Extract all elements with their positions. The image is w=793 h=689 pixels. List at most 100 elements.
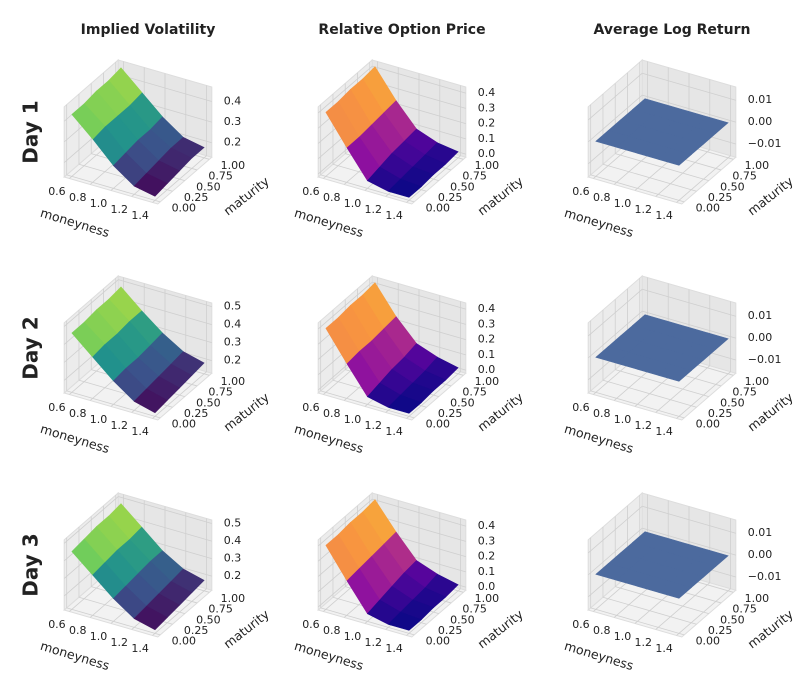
x-tick-label: 1.0 [344, 413, 362, 426]
subplot: 0.6 0.8 1.0 1.2 1.4 0.000.250.500.751.000.0 0.… [293, 274, 526, 456]
y-tick-label: 0.00 [696, 635, 721, 648]
row-label: Day 1 [19, 100, 43, 163]
x-tick-label: 1.4 [655, 425, 673, 438]
z-grid-line [317, 498, 373, 547]
x-tick-label: 0.6 [302, 185, 320, 198]
x-tick-label: 0.8 [69, 407, 87, 420]
z-grid-line [372, 297, 466, 325]
x-tick-label: 1.2 [365, 419, 383, 432]
z-grid-line [642, 527, 736, 556]
y-tick-label: 1.00 [221, 592, 246, 605]
x-tick-label: 1.0 [344, 630, 362, 643]
y-grid-line [320, 174, 415, 203]
y-tick-label: 0.25 [184, 407, 209, 420]
z-tick-label: 0.3 [224, 115, 242, 128]
x-tick-label: 0.6 [48, 185, 66, 198]
y-tick-label: 0.50 [450, 396, 475, 409]
x-tick-label: 1.4 [131, 642, 149, 655]
y-tick-label: 0.75 [208, 386, 233, 399]
y-grid-line [66, 390, 161, 419]
z-grid-line [587, 505, 643, 554]
y-tick-label: 0.50 [196, 180, 221, 193]
y-tick-label: 0.75 [462, 386, 487, 399]
z-grid-line [642, 505, 736, 534]
z-tick-label: 0.2 [224, 136, 242, 149]
subplot: 0.6 0.8 1.0 1.2 1.40.000.250.500.751.00−0.01… [563, 274, 793, 456]
z-tick-label: 0.1 [478, 132, 496, 145]
y-tick-label: 0.00 [426, 635, 451, 648]
x-axis-label: moneyness [39, 205, 112, 240]
z-tick-label: −0.01 [748, 137, 782, 150]
y-tick-label: 0.25 [184, 191, 209, 204]
z-tick-label: 0.4 [224, 534, 242, 547]
y-tick-label: 1.00 [475, 159, 500, 172]
z-grid-line [118, 74, 212, 102]
y-tick-label: 0.25 [708, 191, 733, 204]
y-tick-label: 0.00 [172, 418, 197, 431]
y-tick-label: 0.50 [720, 180, 745, 193]
y-tick-label: 0.50 [720, 396, 745, 409]
surface-patch [325, 101, 360, 148]
z-tick-label: 0.3 [478, 317, 496, 330]
z-tick-label: 0.5 [224, 300, 242, 313]
surface-patch [71, 103, 106, 140]
y-tick-label: 0.75 [462, 603, 487, 616]
z-grid-line [63, 279, 119, 327]
y-tick-label: 0.50 [196, 396, 221, 409]
surface-patch [387, 611, 422, 631]
surface-patch [657, 364, 692, 382]
x-tick-label: 1.0 [90, 630, 108, 643]
subplot: 0.6 0.8 1.0 1.2 1.4 0.000.250.500.751.00 0.2 0.… [19, 22, 273, 240]
y-tick-label: 0.75 [732, 170, 757, 183]
x-tick-label: 1.2 [635, 203, 653, 216]
surface-patch [657, 581, 692, 599]
surface-patch [133, 388, 168, 414]
x-tick-label: 1.0 [614, 197, 632, 210]
y-tick-label: 1.00 [221, 375, 246, 388]
y-tick-label: 0.00 [696, 202, 721, 215]
y-grid-line [602, 379, 697, 408]
x-tick-label: 1.2 [365, 203, 383, 216]
z-grid-line [317, 281, 373, 330]
z-grid-line [118, 279, 212, 308]
x-tick-label: 1.4 [385, 425, 403, 438]
x-tick-label: 1.2 [635, 419, 653, 432]
y-tick-label: 0.25 [184, 624, 209, 637]
z-grid-line [642, 94, 736, 123]
column-title: Average Log Return [594, 22, 751, 38]
z-tick-label: 0.0 [478, 363, 496, 376]
z-tick-label: 0.00 [748, 548, 773, 561]
x-tick-label: 1.4 [131, 425, 149, 438]
surface-patch [325, 534, 360, 581]
subplot: 0.6 0.8 1.0 1.2 1.40.000.250.500.751.00−0.01… [563, 22, 793, 240]
x-tick-label: 1.0 [344, 197, 362, 210]
y-grid-line [590, 390, 685, 419]
y-tick-label: 0.50 [450, 613, 475, 626]
y-tick-label: 0.25 [438, 407, 463, 420]
z-tick-label: 0.3 [478, 534, 496, 547]
x-axis-label: moneyness [293, 205, 366, 240]
y-tick-label: 0.75 [208, 603, 233, 616]
x-tick-label: 1.4 [655, 209, 673, 222]
z-tick-label: 0.01 [748, 93, 773, 106]
z-grid-line [118, 496, 212, 524]
x-tick-label: 1.0 [614, 630, 632, 643]
z-tick-label: 0.3 [224, 552, 242, 565]
y-tick-label: 0.75 [732, 603, 757, 616]
row-label: Day 3 [19, 533, 43, 596]
y-tick-label: 1.00 [745, 592, 770, 605]
x-axis-label: moneyness [563, 421, 636, 456]
z-tick-label: 0.5 [224, 517, 242, 530]
y-tick-label: 0.75 [462, 170, 487, 183]
z-grid-line [587, 527, 643, 576]
y-tick-label: 0.50 [196, 613, 221, 626]
z-grid-line [587, 310, 643, 359]
z-tick-label: 0.00 [748, 331, 773, 344]
y-tick-label: 0.00 [426, 202, 451, 215]
x-tick-label: 0.6 [572, 185, 590, 198]
x-tick-label: 1.4 [131, 209, 149, 222]
x-tick-label: 1.2 [111, 203, 129, 216]
x-tick-label: 1.2 [111, 636, 129, 649]
subplot: 0.6 0.8 1.0 1.2 1.4 0.000.250.500.751.000.0 0.… [293, 22, 527, 240]
y-grid-line [615, 153, 709, 181]
